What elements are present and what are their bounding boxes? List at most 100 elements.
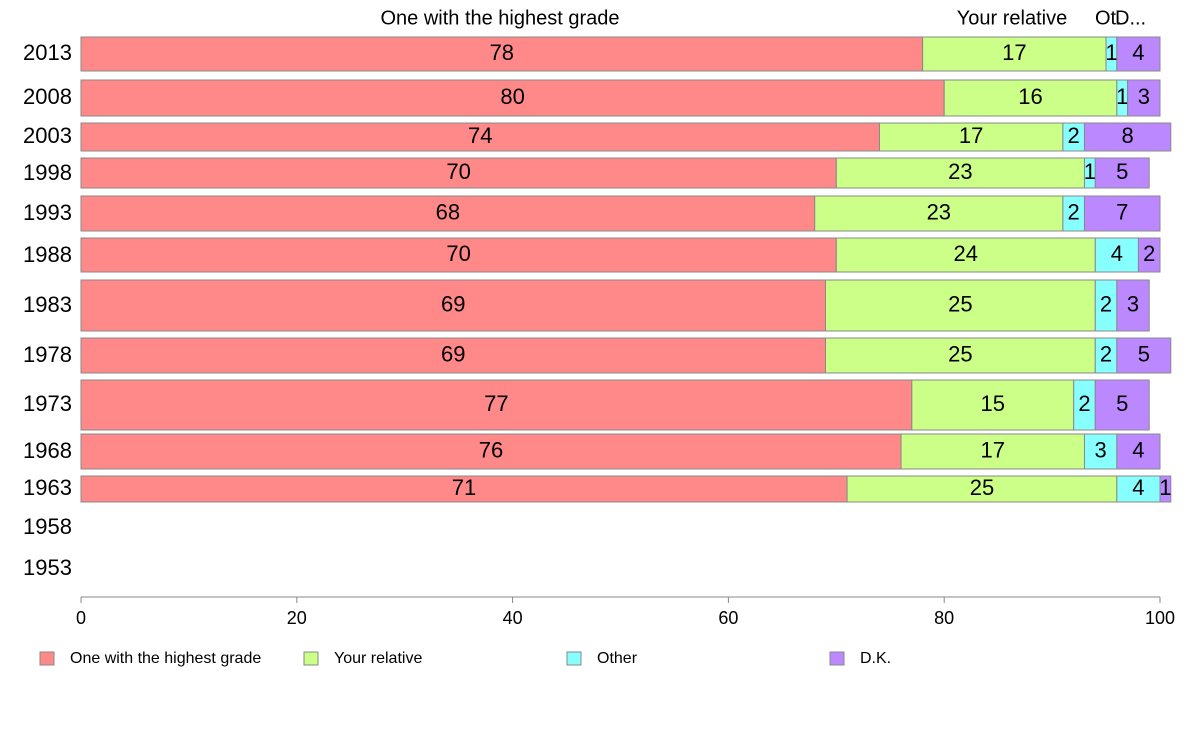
data-label: 17 — [959, 123, 983, 148]
legend-swatch — [39, 651, 55, 666]
data-label: 1 — [1159, 475, 1171, 500]
bar-segment — [80, 36, 924, 72]
bar-segment — [1083, 433, 1118, 470]
legend-swatch — [566, 651, 582, 666]
data-label: 2 — [1068, 123, 1080, 148]
bar-segment — [1116, 433, 1161, 470]
data-label: 2 — [1078, 391, 1090, 416]
bar-segment — [825, 337, 1096, 374]
legend: One with the highest grade Your relative O… — [39, 650, 891, 667]
bar-segment — [878, 122, 1064, 152]
y-axis-labels: 2013 2008 2003 1998 1993 1988 1983 1978 1973 1968… — [23, 40, 72, 580]
x-tick-label: 60 — [718, 608, 738, 628]
bar-segment — [814, 195, 1064, 232]
legend-label: D.K. — [860, 650, 891, 667]
top-label: Ot. — [1095, 7, 1122, 29]
y-tick-label: 1958 — [23, 514, 72, 539]
bar-segment — [80, 157, 837, 189]
y-tick-label: 1953 — [23, 555, 72, 580]
y-tick-label: 1998 — [23, 160, 72, 185]
data-label: 25 — [970, 475, 994, 500]
bar-segment — [1083, 195, 1161, 232]
y-tick-label: 1988 — [23, 242, 72, 267]
bar-segment — [943, 79, 1118, 117]
data-label: 24 — [954, 241, 978, 266]
x-tick-label: 100 — [1145, 608, 1175, 628]
bar-segment — [1137, 237, 1161, 273]
y-tick-label: 2013 — [23, 40, 72, 65]
bar-segment — [825, 279, 1096, 332]
y-tick-label: 1973 — [23, 391, 72, 416]
y-tick-label: 1983 — [23, 292, 72, 317]
legend-swatch — [829, 651, 845, 666]
bar-segment — [1116, 279, 1150, 332]
data-label: 5 — [1116, 159, 1128, 184]
y-tick-label: 1968 — [23, 438, 72, 463]
data-label: 15 — [981, 391, 1005, 416]
data-label: 5 — [1138, 341, 1150, 366]
bar-segment — [80, 379, 913, 431]
bar-segment — [1127, 79, 1161, 117]
data-label: 4 — [1132, 437, 1144, 462]
bar-segment — [922, 36, 1107, 72]
data-label: 80 — [500, 84, 524, 109]
data-label: 7 — [1116, 199, 1128, 224]
bar-segment — [1116, 337, 1172, 374]
bar-segment — [1159, 475, 1172, 503]
bar-segment — [1083, 122, 1172, 152]
bar-segment — [1116, 36, 1161, 72]
data-label: 4 — [1132, 40, 1144, 65]
data-label: 8 — [1122, 123, 1134, 148]
top-label: One with the highest grade — [380, 7, 619, 29]
bar-segment — [80, 122, 880, 152]
y-tick-label: 1963 — [23, 475, 72, 500]
legend-label: Your relative — [334, 650, 422, 667]
data-label: 71 — [452, 475, 476, 500]
data-label: 69 — [441, 291, 465, 316]
bar-segment — [80, 475, 848, 503]
data-label: 3 — [1095, 437, 1107, 462]
x-tick-label: 20 — [287, 608, 307, 628]
x-tick-label: 80 — [934, 608, 954, 628]
data-label: 70 — [446, 159, 470, 184]
bar-segment — [1116, 475, 1161, 503]
y-tick-label: 1978 — [23, 342, 72, 367]
bars-group: 78 17 1 480 16 1 374 17 2 870 23 1 568 23 2 770 24 4 269 25… — [80, 36, 1172, 503]
bar-segment — [80, 279, 827, 332]
data-label: 16 — [1018, 84, 1042, 109]
legend-label: One with the highest grade — [70, 650, 261, 667]
bar-segment — [1094, 379, 1150, 431]
data-label: 70 — [446, 241, 470, 266]
bar-segment — [80, 237, 837, 273]
data-label: 3 — [1127, 291, 1139, 316]
data-label: 25 — [948, 341, 972, 366]
data-label: 25 — [948, 291, 972, 316]
data-label: 1 — [1084, 159, 1096, 184]
bar-segment — [80, 337, 827, 374]
y-tick-label: 2003 — [23, 123, 72, 148]
bar-segment — [1094, 157, 1150, 189]
bar-segment — [835, 157, 1085, 189]
data-label: 3 — [1138, 84, 1150, 109]
data-label: 2 — [1143, 241, 1155, 266]
legend-label: Other — [597, 650, 638, 667]
data-label: 5 — [1116, 391, 1128, 416]
bar-segment — [1094, 237, 1139, 273]
x-tick-label: 40 — [503, 608, 523, 628]
data-label: 17 — [981, 437, 1005, 462]
y-tick-label: 1993 — [23, 200, 72, 225]
legend-swatch — [303, 651, 319, 666]
data-label: 76 — [479, 437, 503, 462]
x-axis: 0 20 40 60 80 100 — [76, 596, 1175, 628]
bar-segment — [835, 237, 1096, 273]
data-label: 4 — [1111, 241, 1123, 266]
x-tick-label: 0 — [76, 608, 86, 628]
data-label: 2 — [1100, 341, 1112, 366]
data-label: 68 — [436, 199, 460, 224]
top-label: D... — [1115, 7, 1146, 29]
top-labels-group: One with the highest grade Your relative O… — [380, 7, 1146, 29]
data-label: 4 — [1132, 475, 1144, 500]
data-label: 2 — [1068, 199, 1080, 224]
bar-segment — [911, 379, 1075, 431]
data-label: 78 — [490, 40, 514, 65]
